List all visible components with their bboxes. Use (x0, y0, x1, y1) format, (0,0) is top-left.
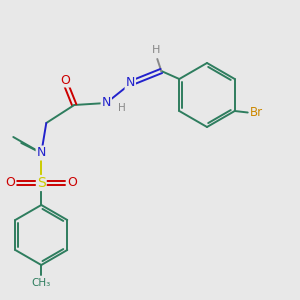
Text: N: N (102, 97, 111, 110)
Text: H: H (152, 45, 160, 55)
Text: Br: Br (250, 106, 263, 119)
Text: O: O (5, 176, 15, 190)
Text: O: O (67, 176, 77, 190)
Text: S: S (37, 176, 46, 190)
Text: N: N (37, 146, 46, 160)
Text: CH₃: CH₃ (32, 278, 51, 288)
Text: N: N (126, 76, 135, 89)
Text: O: O (60, 74, 70, 86)
Text: H: H (118, 103, 126, 113)
